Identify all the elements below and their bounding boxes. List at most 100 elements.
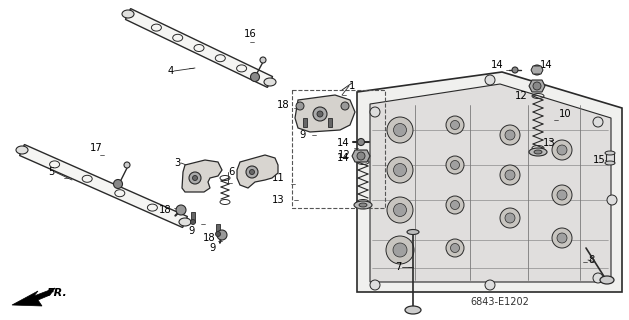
Polygon shape [529,80,545,92]
Polygon shape [303,118,307,127]
Text: 5: 5 [48,167,55,177]
Circle shape [446,156,464,174]
Ellipse shape [600,276,614,284]
Polygon shape [191,212,195,222]
Circle shape [505,213,515,223]
Text: 3: 3 [175,158,181,168]
Text: 11: 11 [272,173,285,183]
Circle shape [250,170,255,174]
Circle shape [557,233,567,243]
Circle shape [557,145,567,155]
Circle shape [313,107,327,121]
Polygon shape [182,160,222,192]
Text: 14: 14 [337,138,350,148]
Circle shape [260,57,266,63]
Circle shape [450,161,460,170]
Polygon shape [370,84,611,282]
Circle shape [552,140,572,160]
Text: FR.: FR. [47,288,68,298]
Polygon shape [12,288,55,306]
Ellipse shape [354,201,372,209]
Polygon shape [531,66,543,74]
Text: 1: 1 [349,81,355,91]
Text: 14: 14 [491,60,504,70]
Circle shape [505,170,515,180]
Circle shape [387,157,413,183]
Ellipse shape [407,229,419,235]
Circle shape [394,204,406,217]
Text: 7: 7 [396,262,402,272]
Circle shape [485,75,495,85]
Circle shape [446,239,464,257]
Circle shape [593,273,603,283]
Circle shape [533,82,541,90]
Circle shape [341,102,349,110]
Text: 13: 13 [272,195,285,205]
Circle shape [370,280,380,290]
Circle shape [176,205,186,215]
Text: 10: 10 [559,109,572,119]
Text: 12: 12 [338,150,351,160]
Circle shape [216,231,221,236]
Ellipse shape [264,78,276,86]
Circle shape [217,230,227,240]
Ellipse shape [359,203,367,207]
Text: 8: 8 [588,255,594,265]
Text: 6: 6 [228,167,235,177]
Polygon shape [237,155,278,188]
Circle shape [557,190,567,200]
Text: 9: 9 [209,243,216,253]
Polygon shape [125,9,272,87]
Circle shape [552,228,572,248]
Polygon shape [352,150,370,162]
Circle shape [192,175,198,180]
Text: 16: 16 [244,29,257,39]
Text: 14: 14 [540,60,553,70]
Text: 14: 14 [337,153,350,163]
Polygon shape [606,153,614,163]
Circle shape [387,117,413,143]
Ellipse shape [605,161,615,165]
Ellipse shape [605,151,615,155]
Circle shape [512,67,518,73]
Circle shape [394,124,406,137]
Circle shape [124,162,130,168]
Text: 9: 9 [299,130,306,140]
Ellipse shape [16,146,28,154]
Text: 18: 18 [159,205,172,215]
Circle shape [532,65,542,75]
Circle shape [446,196,464,214]
Circle shape [500,165,520,185]
Circle shape [370,107,380,117]
Circle shape [189,172,201,184]
Text: 13: 13 [543,138,555,148]
Circle shape [450,201,460,210]
Ellipse shape [179,218,191,226]
Circle shape [500,125,520,145]
Circle shape [357,152,365,160]
Text: 18: 18 [203,233,216,243]
Circle shape [607,195,617,205]
Bar [292,90,385,208]
Text: 12: 12 [515,91,528,101]
Circle shape [446,116,464,134]
Text: 18: 18 [277,100,290,110]
Polygon shape [19,145,187,228]
Circle shape [246,166,258,178]
Text: 15: 15 [593,155,606,165]
Circle shape [450,244,460,252]
Text: 9: 9 [189,226,195,236]
Ellipse shape [529,148,547,156]
Ellipse shape [122,10,134,18]
Circle shape [393,243,407,257]
Polygon shape [357,72,622,292]
Text: 17: 17 [90,143,103,153]
Text: 18: 18 [335,100,348,110]
Circle shape [505,130,515,140]
Polygon shape [328,118,332,127]
Circle shape [357,139,364,146]
Circle shape [317,111,323,117]
Circle shape [593,117,603,127]
Polygon shape [216,224,220,234]
Circle shape [387,197,413,223]
